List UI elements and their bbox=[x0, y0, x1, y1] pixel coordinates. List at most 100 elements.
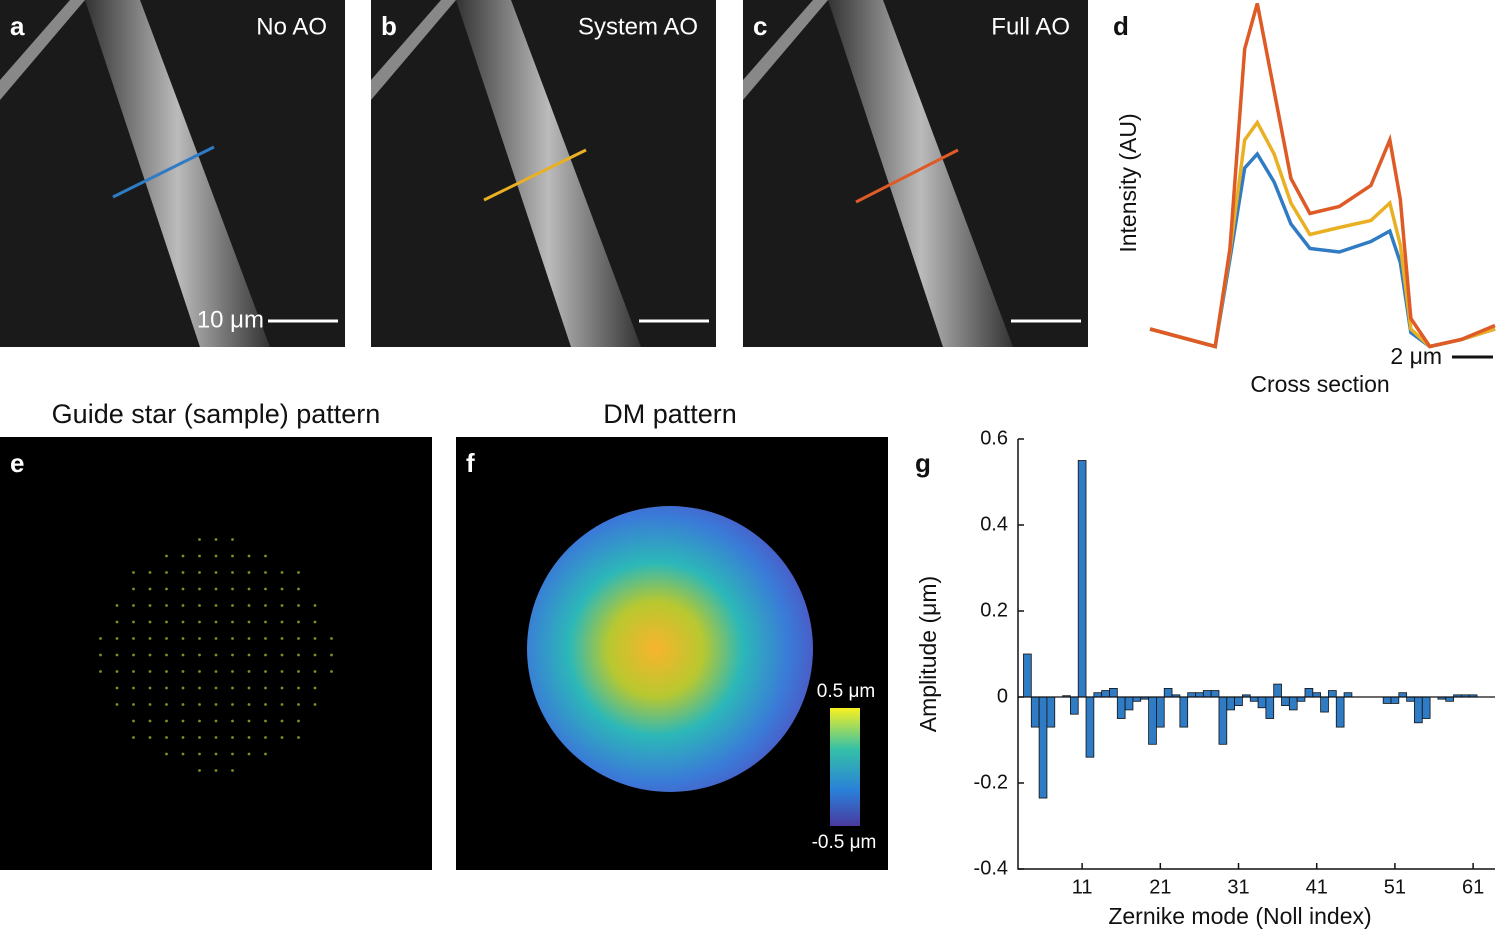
bar bbox=[1069, 696, 1079, 715]
spot bbox=[148, 637, 152, 640]
spot bbox=[214, 686, 218, 690]
spot bbox=[231, 769, 234, 772]
spot bbox=[297, 587, 300, 591]
spot bbox=[165, 686, 168, 690]
spot bbox=[313, 670, 317, 673]
spot bbox=[297, 653, 300, 657]
x-tick-label: 61 bbox=[1462, 876, 1484, 898]
spot bbox=[280, 653, 284, 657]
spot bbox=[181, 703, 185, 706]
spot bbox=[280, 620, 284, 624]
bar bbox=[1390, 696, 1400, 704]
spot bbox=[181, 571, 185, 574]
spot bbox=[264, 620, 267, 624]
spot bbox=[231, 670, 234, 673]
bar bbox=[1195, 692, 1204, 698]
spot bbox=[198, 670, 201, 673]
image-b bbox=[371, 0, 716, 347]
bar bbox=[1093, 692, 1103, 698]
bar bbox=[1414, 696, 1423, 724]
spot bbox=[148, 604, 152, 607]
image-c bbox=[743, 0, 1088, 347]
guide-star-spots bbox=[99, 538, 333, 772]
spot bbox=[99, 670, 102, 673]
spot bbox=[313, 653, 317, 657]
spot bbox=[214, 554, 218, 558]
spot bbox=[148, 670, 152, 673]
spot bbox=[247, 653, 251, 657]
spot bbox=[132, 736, 135, 739]
spot bbox=[198, 736, 201, 739]
spot bbox=[214, 752, 218, 756]
bar bbox=[1077, 460, 1087, 698]
spot bbox=[264, 670, 267, 673]
bar bbox=[1101, 690, 1110, 698]
spot bbox=[99, 637, 102, 640]
spot bbox=[231, 752, 234, 756]
spot bbox=[264, 736, 267, 739]
spot bbox=[165, 620, 168, 624]
spot bbox=[231, 538, 234, 541]
spot bbox=[247, 670, 251, 673]
spot bbox=[264, 752, 267, 756]
spot bbox=[165, 554, 168, 558]
spot bbox=[247, 686, 251, 690]
spot bbox=[280, 719, 284, 723]
spot bbox=[264, 686, 267, 690]
spot bbox=[148, 736, 152, 739]
spot bbox=[264, 571, 267, 574]
spot bbox=[115, 653, 119, 657]
spot bbox=[247, 736, 251, 739]
spot bbox=[99, 653, 102, 657]
spot bbox=[297, 719, 300, 723]
bar bbox=[1038, 696, 1048, 799]
panel-letter: g bbox=[915, 448, 931, 478]
spot bbox=[198, 752, 201, 756]
spot bbox=[214, 769, 218, 772]
y-tick-label: 0.6 bbox=[980, 427, 1008, 449]
spot bbox=[181, 736, 185, 739]
spot bbox=[214, 670, 218, 673]
spot bbox=[198, 653, 201, 657]
image-label: Full AO bbox=[991, 13, 1070, 40]
spot bbox=[297, 620, 300, 624]
spot bbox=[297, 604, 300, 607]
bar bbox=[1187, 692, 1196, 698]
spot bbox=[214, 604, 218, 607]
spot bbox=[247, 752, 251, 756]
spot bbox=[165, 670, 168, 673]
spot bbox=[181, 686, 185, 690]
spot bbox=[165, 587, 168, 591]
spot bbox=[148, 620, 152, 624]
spot bbox=[198, 686, 201, 690]
spot bbox=[198, 703, 201, 706]
spot bbox=[247, 719, 251, 723]
spot bbox=[247, 703, 251, 706]
spot bbox=[214, 637, 218, 640]
spot bbox=[148, 653, 152, 657]
spot bbox=[231, 719, 234, 723]
spot bbox=[330, 637, 333, 640]
spot bbox=[313, 620, 317, 624]
spot bbox=[280, 587, 284, 591]
spot bbox=[264, 554, 267, 558]
spot bbox=[231, 653, 234, 657]
spot bbox=[214, 587, 218, 591]
spot bbox=[132, 571, 135, 574]
spot bbox=[247, 637, 251, 640]
spot bbox=[115, 703, 119, 706]
spot bbox=[297, 703, 300, 706]
spot bbox=[280, 736, 284, 739]
bar bbox=[1406, 696, 1415, 702]
spot bbox=[198, 637, 201, 640]
spot bbox=[231, 604, 234, 607]
x-tick-label: 31 bbox=[1227, 876, 1249, 898]
spot bbox=[115, 604, 119, 607]
spot bbox=[214, 538, 218, 541]
spot bbox=[264, 587, 267, 591]
spot bbox=[247, 604, 251, 607]
colorbar bbox=[830, 708, 860, 826]
scale-label: 2 μm bbox=[1390, 343, 1442, 369]
spot bbox=[181, 752, 185, 756]
panel-letter: b bbox=[381, 11, 397, 41]
